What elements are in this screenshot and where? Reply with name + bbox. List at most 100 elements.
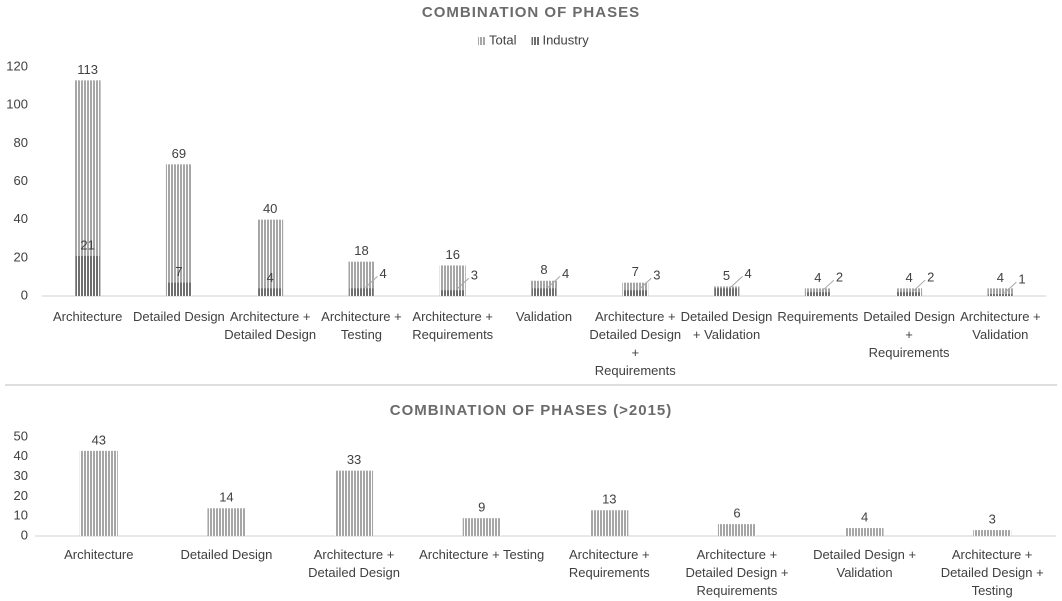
bar (845, 528, 884, 536)
x-tick-label: Architecture + Detailed Design + Testing (940, 547, 1044, 598)
leader-line (730, 275, 743, 288)
bar (988, 294, 1013, 296)
legend-label: Total (489, 32, 517, 47)
bar (897, 292, 922, 296)
chart-title: COMBINATION OF PHASES (422, 4, 640, 21)
legend-swatch (478, 37, 486, 45)
bar (440, 290, 465, 296)
x-tick-label: Architecture + Testing (321, 309, 402, 342)
bar (335, 470, 374, 536)
value-label: 3 (471, 268, 478, 283)
value-label: 21 (80, 237, 94, 252)
bar (75, 255, 100, 296)
x-tick-label: Architecture (52, 309, 123, 324)
bar (714, 288, 739, 296)
value-label: 6 (733, 506, 740, 521)
bar (623, 290, 648, 296)
leader-line (456, 277, 470, 290)
bar (257, 219, 284, 296)
value-label: 33 (347, 452, 361, 467)
x-tick-label: Architecture + Validation (960, 309, 1041, 342)
bar (590, 510, 629, 536)
y-tick-label: 0 (21, 287, 28, 302)
value-label: 3 (653, 268, 660, 283)
value-label: 5 (723, 268, 730, 283)
bar (973, 530, 1012, 536)
x-tick-label: Architecture + Detailed Design + Require… (685, 547, 789, 598)
y-tick-label: 20 (14, 249, 28, 264)
value-label: 4 (745, 266, 752, 281)
x-tick-label: Architecture (64, 547, 134, 562)
value-label: 7 (175, 264, 182, 279)
bar (258, 288, 283, 296)
x-tick-label: Detailed Design + Validation (680, 309, 773, 342)
value-label: 1 (1018, 272, 1025, 287)
value-label: 4 (562, 266, 569, 281)
y-tick-label: 80 (14, 135, 28, 150)
value-label: 69 (172, 146, 186, 161)
y-tick-label: 30 (14, 468, 28, 483)
y-tick-label: 40 (14, 211, 28, 226)
value-label: 16 (445, 247, 459, 262)
x-tick-label: Detailed Design (180, 547, 273, 562)
y-tick-label: 0 (21, 527, 28, 542)
value-label: 4 (267, 270, 274, 285)
x-tick-label: Detailed Design (133, 309, 225, 324)
value-label: 2 (836, 270, 843, 285)
bar (532, 288, 556, 296)
bar (805, 292, 830, 296)
y-tick-label: 120 (6, 58, 28, 73)
leader-line (547, 275, 561, 288)
x-tick-label: Architecture + Requirements (412, 309, 494, 342)
value-label: 113 (77, 62, 98, 77)
legend-swatch (531, 37, 540, 45)
x-tick-label: Architecture + Testing (419, 547, 545, 562)
bar (79, 450, 118, 536)
x-tick-label: Architecture + Requirements (568, 547, 650, 580)
leader-line (1004, 281, 1017, 294)
y-tick-label: 100 (6, 97, 28, 112)
bar (987, 288, 1014, 296)
bar (462, 518, 501, 536)
value-label: 18 (354, 243, 368, 258)
value-label: 8 (540, 262, 547, 277)
bar (349, 288, 374, 296)
legend-label: Industry (542, 32, 589, 47)
bar (207, 508, 246, 536)
value-label: 13 (602, 492, 616, 507)
value-label: 14 (219, 490, 233, 505)
value-label: 4 (814, 270, 821, 285)
value-label: 43 (92, 432, 106, 447)
value-label: 4 (905, 270, 912, 285)
leader-line (912, 279, 926, 292)
x-tick-label: Detailed Design + Validation (813, 547, 917, 580)
x-tick-label: Requirements (777, 309, 859, 324)
value-label: 9 (478, 500, 485, 515)
value-label: 4 (861, 510, 868, 525)
bar (165, 164, 192, 296)
value-label: 7 (632, 264, 639, 279)
bar (717, 524, 756, 536)
x-tick-label: Architecture + Detailed Design (224, 309, 317, 342)
value-label: 4 (379, 266, 386, 281)
x-tick-label: Detailed Design + Requirements (863, 309, 955, 360)
y-tick-label: 20 (14, 488, 28, 503)
chart-title: COMBINATION OF PHASES (>2015) (390, 402, 673, 419)
value-label: 4 (997, 270, 1004, 285)
y-tick-label: 50 (14, 428, 28, 443)
value-label: 2 (927, 270, 934, 285)
bar (166, 282, 191, 296)
x-tick-label: Architecture + Detailed Design (308, 547, 400, 580)
y-tick-label: 40 (14, 448, 28, 463)
leader-line (638, 277, 652, 290)
value-label: 3 (989, 511, 996, 526)
leader-line (821, 279, 835, 292)
leader-line (365, 275, 378, 288)
x-tick-label: Validation (515, 309, 573, 324)
value-label: 40 (263, 201, 277, 216)
y-tick-label: 10 (14, 508, 28, 523)
y-tick-label: 60 (14, 173, 28, 188)
x-tick-label: Architecture + Detailed Design + Require… (589, 309, 682, 378)
